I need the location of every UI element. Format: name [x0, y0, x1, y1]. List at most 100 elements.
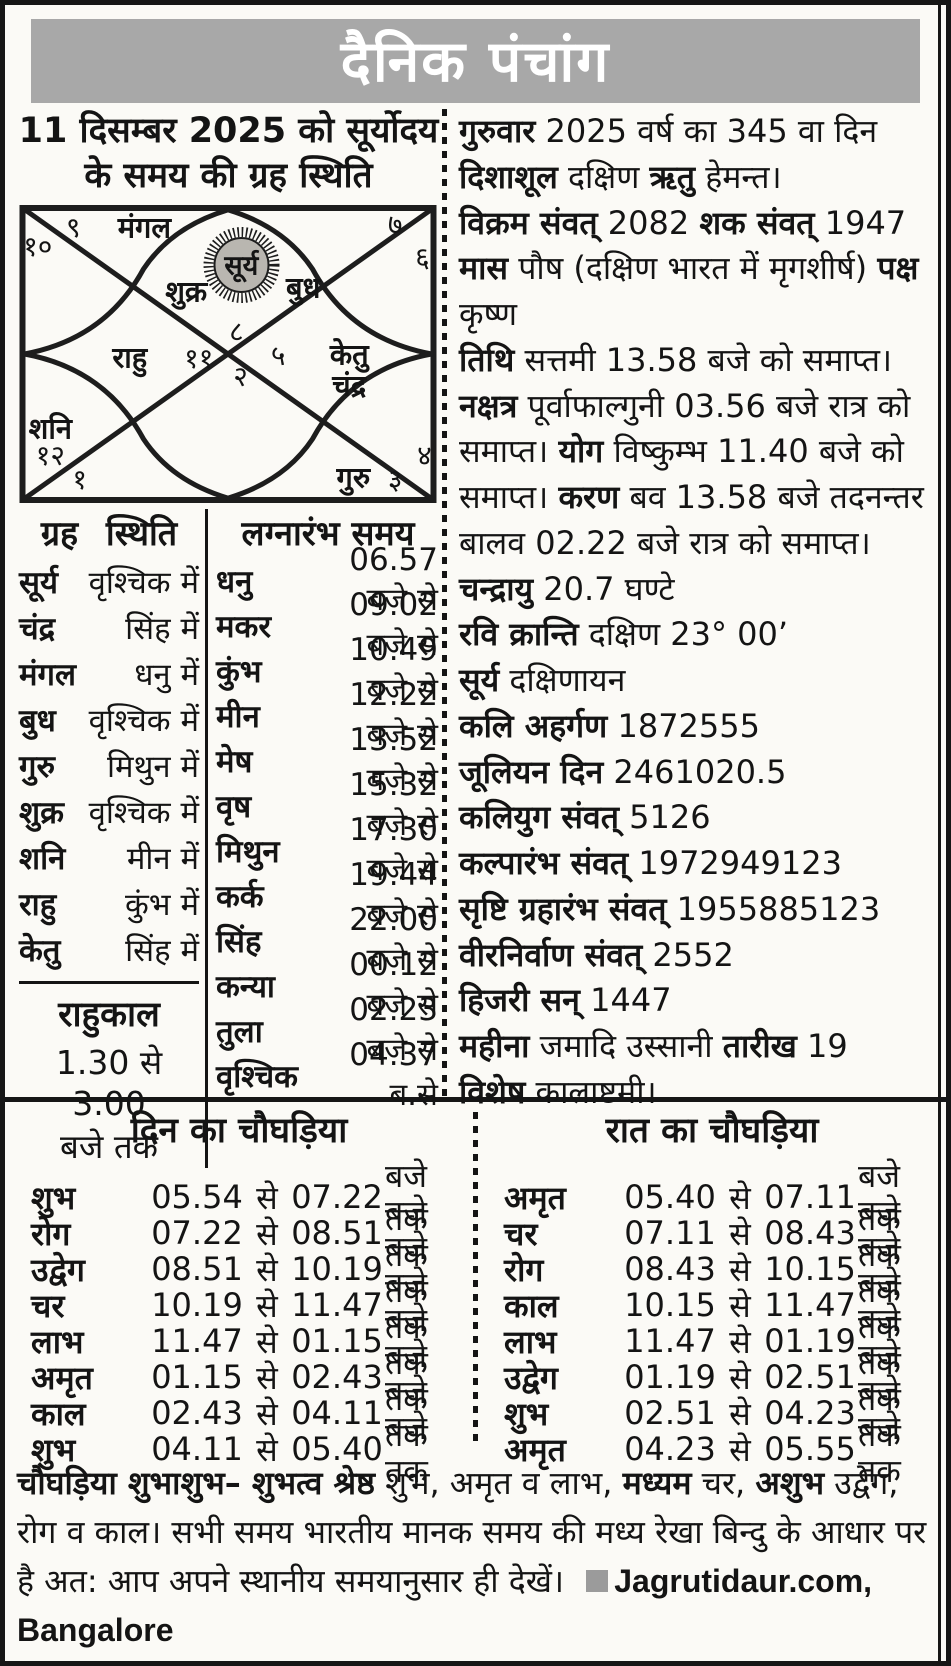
table-row: कर्क 19.44 बजे से	[216, 857, 440, 933]
kundali-planet-label: शनि	[28, 411, 73, 446]
kundali-house-number: १०	[23, 230, 53, 264]
kundali-chart: सूर्य ९ मंगल ७ १० ६ शुक्र बुध ८ राहु ११ …	[19, 204, 437, 503]
table-row: अमृत 05.40 से 07.11 बजे तक	[504, 1157, 901, 1238]
table-row: वृश्चिक 04.37 ब.से	[216, 1037, 440, 1113]
planet-name: सूर्य	[19, 564, 58, 601]
table-row: शुभ 02.51 से 04.23 बजे तक	[504, 1373, 901, 1454]
table-row: चर 07.11 से 08.43 बजे तक	[504, 1193, 901, 1274]
brand-text: Jagrutidaur.com, Bangalore	[17, 1562, 873, 1648]
kundali-planet-label: बुध	[286, 270, 321, 305]
chart-title-line1: 11 दिसम्बर 2025 को सूर्योदय	[18, 111, 439, 151]
panchang-line: मास पौष (दक्षिण भारत में मृगशीर्ष) पक्ष …	[459, 249, 919, 333]
table-row: धनु 06.57 बजे से	[216, 542, 440, 618]
planet-sign: वृश्चिक में	[88, 702, 199, 739]
table-row: मीन 12.22 बजे से	[216, 677, 440, 753]
day-chaughadiya-title: दिन का चौघड़िया	[130, 1111, 348, 1151]
kundali-planet-label: गुरु	[336, 460, 371, 495]
brand-square-icon	[586, 1569, 609, 1592]
planet-name: चंद्र	[19, 610, 56, 647]
kundali-house-number: ५	[270, 339, 286, 373]
table-row: मंगल धनु में	[19, 651, 199, 697]
panchang-line: कल्पारंभ संवत् 1972949123	[459, 844, 842, 882]
lagna-table: लग्नारंभ समय धनु 06.57 बजे से मकर 09.02 बज…	[208, 509, 440, 1168]
night-chaughadiya-title: रात का चौघड़िया	[605, 1111, 819, 1151]
lagna-name: मिथुन	[216, 834, 280, 871]
table-row: काल 10.15 से 11.47 बजे तक	[504, 1265, 901, 1346]
table-row: चर 10.19 से 11.47 बजे तक	[31, 1265, 428, 1346]
panchang-line: नक्षत्र पूर्वाफाल्गुनी 03.56 बजे रात्र क…	[459, 386, 924, 608]
kundali-lines	[19, 204, 437, 503]
kundali-house-number: ९	[66, 210, 81, 244]
table-row: मेष 13.52 बजे से	[216, 722, 440, 798]
table-row: शुक्र वृश्चिक में	[19, 789, 199, 835]
table-row: मिथुन 17.30 बजे से	[216, 812, 440, 888]
planet-name: बुध	[19, 702, 56, 739]
planet-name: केतु	[19, 932, 61, 969]
kundali-house-number: ८	[229, 315, 244, 349]
lagna-name: वृश्चिक	[216, 1059, 298, 1096]
lagna-name: तुला	[216, 1014, 263, 1051]
kundali-house-number: २	[233, 359, 248, 393]
lagna-name: वृष	[216, 789, 252, 826]
panchang-line: हिजरी सन् 1447	[459, 981, 672, 1020]
lagna-time: 12.22 बजे से	[349, 677, 438, 754]
kundali-house-number: ४	[417, 438, 432, 472]
table-row: केतु सिंह में	[19, 927, 199, 973]
planet-sign: मीन में	[126, 840, 199, 877]
panchang-line: सूर्य दक्षिणायन	[459, 661, 626, 699]
panchang-line: दिशाशूल दक्षिण ऋतु हेमन्त।	[459, 157, 782, 196]
kundali-planet-label: शुक्र	[165, 274, 208, 309]
table-row: अमृत 01.15 से 02.43 बजे तक	[31, 1337, 428, 1418]
day-chaughadiya-table: दिन का चौघड़िया शुभ 05.54 से 07.22 बजे तक रो…	[5, 1106, 473, 1490]
kundali-house-number: १	[72, 462, 87, 496]
panchang-line: कलि अहर्गण 1872555	[459, 706, 760, 745]
planet-sign: सिंह में	[125, 610, 199, 647]
kundali-house-number: ६	[415, 240, 430, 274]
planet-name: मंगल	[19, 656, 77, 693]
kundali-sun-label: सूर्य	[224, 250, 259, 282]
planet-name: गुरु	[19, 748, 55, 785]
kundali-house-number: ७	[387, 207, 403, 241]
table-row: उद्वेग 01.19 से 02.51 बजे तक	[504, 1337, 901, 1418]
panchang-line: कलियुग संवत् 5126	[459, 798, 711, 837]
table-row: कुंभ 10.49 बजे से	[216, 632, 440, 708]
panchang-line: जूलियन दिन 2461020.5	[459, 752, 787, 791]
table-row: मकर 09.02 बजे से	[216, 587, 440, 663]
lagna-time: 10.49 बजे से	[349, 632, 438, 709]
planet-name: राहु	[19, 886, 57, 923]
table-row: तुला 02.23 बजे से	[216, 992, 440, 1068]
lagna-time: 04.37 ब.से	[349, 1037, 438, 1114]
panchang-line: गुरुवार 2025 वर्ष का 345 वा दिन	[459, 112, 878, 150]
panchang-line: विक्रम संवत् 2082 शक संवत् 1947	[459, 203, 907, 242]
lagna-name: मेष	[216, 744, 253, 781]
table-row: शनि मीन में	[19, 835, 199, 881]
sunburst-icon	[203, 226, 280, 303]
table-row: राहु कुंभ में	[19, 881, 199, 927]
night-chaughadiya-table: रात का चौघड़िया अमृत 05.40 से 07.11 बजे तक च…	[478, 1106, 946, 1490]
graha-sthiti-table: ग्रह स्थिति सूर्य वृश्चिक में चंद्र सिंह म…	[17, 509, 205, 1168]
panchang-details: गुरुवार 2025 वर्ष का 345 वा दिन दिशाशूल …	[447, 103, 946, 1111]
main-section: 11 दिसम्बर 2025 को सूर्योदय के समय की ग्…	[5, 103, 946, 1168]
page-title-text: दैनिक पंचांग	[340, 29, 611, 95]
kundali-planet-label: केतु	[329, 337, 369, 372]
kundali-planet-label: चंद्र	[332, 368, 367, 403]
planet-sign: वृश्चिक में	[88, 794, 199, 831]
table-row: लाभ 11.47 से 01.19 बजे तक	[504, 1301, 901, 1382]
lagna-time: 13.52 बजे से	[349, 722, 438, 799]
table-row: चंद्र सिंह में	[19, 605, 199, 651]
planet-name: शुक्र	[19, 794, 64, 831]
table-row: अमृत 04.23 से 05.55 बजे तक	[504, 1409, 901, 1490]
kundali-planet-label: राहु	[112, 340, 148, 375]
table-row: काल 02.43 से 04.11 बजे तक	[31, 1373, 428, 1454]
table-row: वृष 15.32 बजे से	[216, 767, 440, 843]
left-tables: ग्रह स्थिति सूर्य वृश्चिक में चंद्र सिंह म…	[17, 508, 440, 1168]
rahukaal-box: राहुकाल 1.30 से 3.00 बजे तक	[19, 980, 199, 1168]
panchang-line: वीरनिर्वाण संवत् 2552	[459, 935, 734, 974]
lagna-name: सिंह	[216, 924, 262, 961]
planet-sign: कुंभ में	[125, 886, 199, 923]
rahukaal-title: राहुकाल	[58, 994, 160, 1035]
footer-note: चौघड़िया शुभाशुभ– शुभत्व श्रेष्ठ शुभ, अम…	[17, 1464, 927, 1648]
chaughadiya-dotted-divider	[473, 1112, 478, 1447]
page-title: दैनिक पंचांग	[31, 19, 920, 103]
